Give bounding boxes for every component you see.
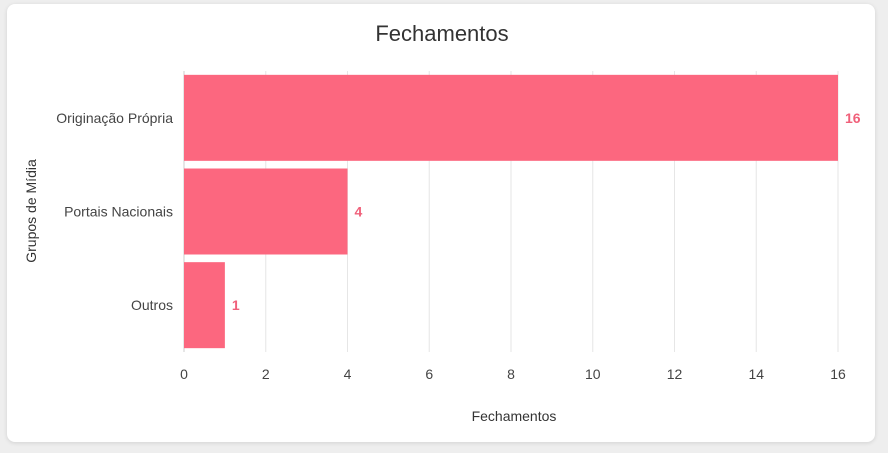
data-label: 16	[845, 110, 861, 126]
x-tick-label: 6	[425, 366, 433, 382]
x-axis-title: Fechamentos	[472, 408, 557, 424]
data-label: 4	[355, 204, 363, 220]
y-axis-title: Grupos de Mídia	[23, 159, 39, 263]
y-tick-label: Portais Nacionais	[64, 204, 173, 220]
bar	[184, 262, 225, 349]
chart-title: Fechamentos	[375, 21, 508, 46]
x-tick-label: 12	[667, 366, 683, 382]
x-tick-label: 14	[748, 366, 764, 382]
x-tick-labels: 0 2 4 6 8 10 12 14 16	[180, 366, 846, 382]
x-tick-label: 0	[180, 366, 188, 382]
x-tick-label: 2	[262, 366, 270, 382]
y-tick-label: Originação Própria	[56, 110, 173, 126]
data-label: 1	[232, 297, 240, 313]
bar	[184, 168, 348, 255]
x-tick-label: 16	[830, 366, 846, 382]
y-tick-label: Outros	[131, 297, 173, 313]
bar	[184, 74, 838, 161]
x-tick-label: 10	[585, 366, 601, 382]
x-tick-label: 8	[507, 366, 515, 382]
y-tick-labels: Originação Própria Portais Nacionais Outro…	[56, 110, 173, 313]
x-tick-label: 4	[344, 366, 352, 382]
